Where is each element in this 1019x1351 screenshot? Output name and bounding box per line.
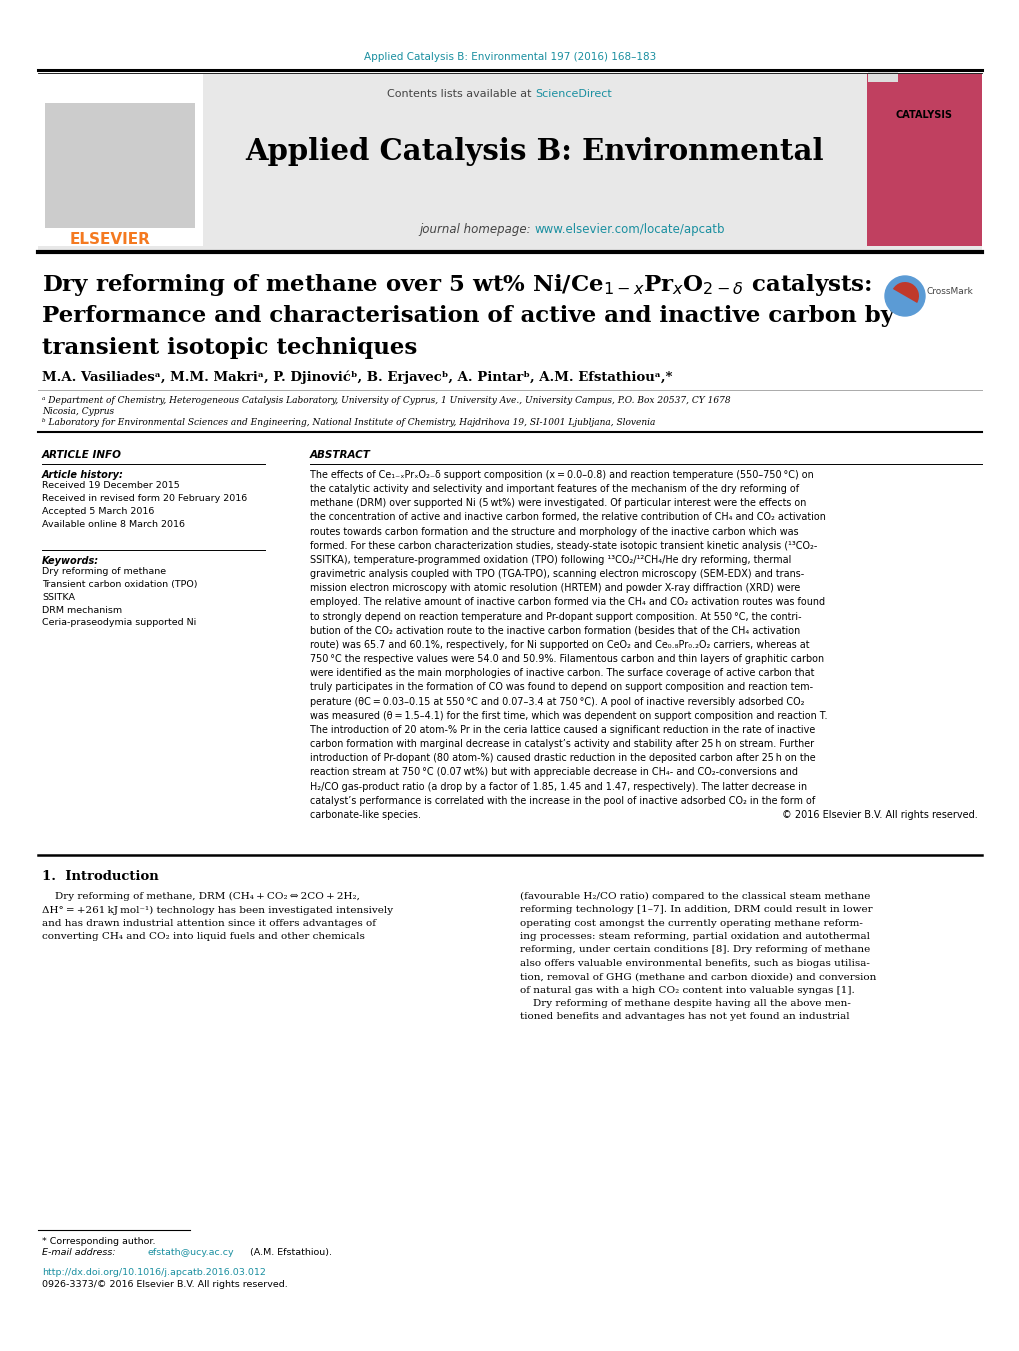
Text: M.A. Vasiliadesᵃ, M.M. Makriᵃ, P. Djinovićᵇ, B. Erjavecᵇ, A. Pintarᵇ, A.M. Efsta: M.A. Vasiliadesᵃ, M.M. Makriᵃ, P. Djinov… — [42, 370, 672, 384]
Text: Applied Catalysis B: Environmental: Applied Catalysis B: Environmental — [246, 138, 823, 166]
Bar — [866, 74, 981, 246]
Text: E-mail address:: E-mail address: — [42, 1248, 118, 1256]
Text: © 2016 Elsevier B.V. All rights reserved.: © 2016 Elsevier B.V. All rights reserved… — [782, 811, 977, 820]
Text: efstath@ucy.ac.cy: efstath@ucy.ac.cy — [148, 1248, 234, 1256]
Bar — [867, 72, 897, 82]
Text: ScienceDirect: ScienceDirect — [535, 89, 611, 99]
Text: Received 19 December 2015
Received in revised form 20 February 2016
Accepted 5 M: Received 19 December 2015 Received in re… — [42, 481, 247, 528]
Text: Performance and characterisation of active and inactive carbon by: Performance and characterisation of acti… — [42, 305, 894, 327]
Bar — [38, 74, 203, 246]
Text: ᵇ Laboratory for Environmental Sciences and Engineering, National Institute of C: ᵇ Laboratory for Environmental Sciences … — [42, 417, 655, 427]
Text: CATALYSIS: CATALYSIS — [895, 109, 952, 120]
Bar — [45, 103, 195, 228]
Text: CrossMark: CrossMark — [926, 288, 973, 296]
Text: (A.M. Efstathiou).: (A.M. Efstathiou). — [247, 1248, 331, 1256]
Text: transient isotopic techniques: transient isotopic techniques — [42, 336, 417, 359]
Text: Keywords:: Keywords: — [42, 557, 99, 566]
Text: The effects of Ce₁₋ₓPrₓO₂₋δ support composition (x = 0.0–0.8) and reaction tempe: The effects of Ce₁₋ₓPrₓO₂₋δ support comp… — [310, 470, 826, 820]
Circle shape — [884, 276, 924, 316]
Text: www.elsevier.com/locate/apcatb: www.elsevier.com/locate/apcatb — [535, 223, 725, 235]
Text: journal homepage:: journal homepage: — [419, 223, 535, 235]
Text: Contents lists available at: Contents lists available at — [386, 89, 535, 99]
Text: Article history:: Article history: — [42, 470, 123, 480]
Text: Nicosia, Cyprus: Nicosia, Cyprus — [42, 407, 114, 416]
Text: Dry reforming of methane over 5 wt% Ni/Ce$_{1-x}$Pr$_x$O$_{2-\delta}$ catalysts:: Dry reforming of methane over 5 wt% Ni/C… — [42, 272, 871, 299]
Text: 0926-3373/© 2016 Elsevier B.V. All rights reserved.: 0926-3373/© 2016 Elsevier B.V. All right… — [42, 1279, 287, 1289]
Text: ARTICLE INFO: ARTICLE INFO — [42, 450, 122, 459]
Wedge shape — [892, 282, 918, 303]
Text: ABSTRACT: ABSTRACT — [310, 450, 371, 459]
Text: ᵃ Department of Chemistry, Heterogeneous Catalysis Laboratory, University of Cyp: ᵃ Department of Chemistry, Heterogeneous… — [42, 396, 730, 405]
Text: (favourable H₂/CO ratio) compared to the classical steam methane
reforming techn: (favourable H₂/CO ratio) compared to the… — [520, 892, 875, 1021]
Bar — [203, 74, 866, 246]
Text: 1.  Introduction: 1. Introduction — [42, 870, 159, 884]
Text: Applied Catalysis B: Environmental 197 (2016) 168–183: Applied Catalysis B: Environmental 197 (… — [364, 51, 655, 62]
Text: http://dx.doi.org/10.1016/j.apcatb.2016.03.012: http://dx.doi.org/10.1016/j.apcatb.2016.… — [42, 1269, 266, 1277]
Text: Dry reforming of methane
Transient carbon oxidation (TPO)
SSITKA
DRM mechanism
C: Dry reforming of methane Transient carbo… — [42, 567, 198, 627]
Bar — [38, 74, 981, 250]
Text: Dry reforming of methane, DRM (CH₄ + CO₂ ⇔ 2CO + 2H₂,
ΔH° = +261 kJ mol⁻¹) techn: Dry reforming of methane, DRM (CH₄ + CO₂… — [42, 892, 392, 942]
Text: ELSEVIER: ELSEVIER — [69, 232, 150, 247]
Text: * Corresponding author.: * Corresponding author. — [42, 1238, 155, 1246]
